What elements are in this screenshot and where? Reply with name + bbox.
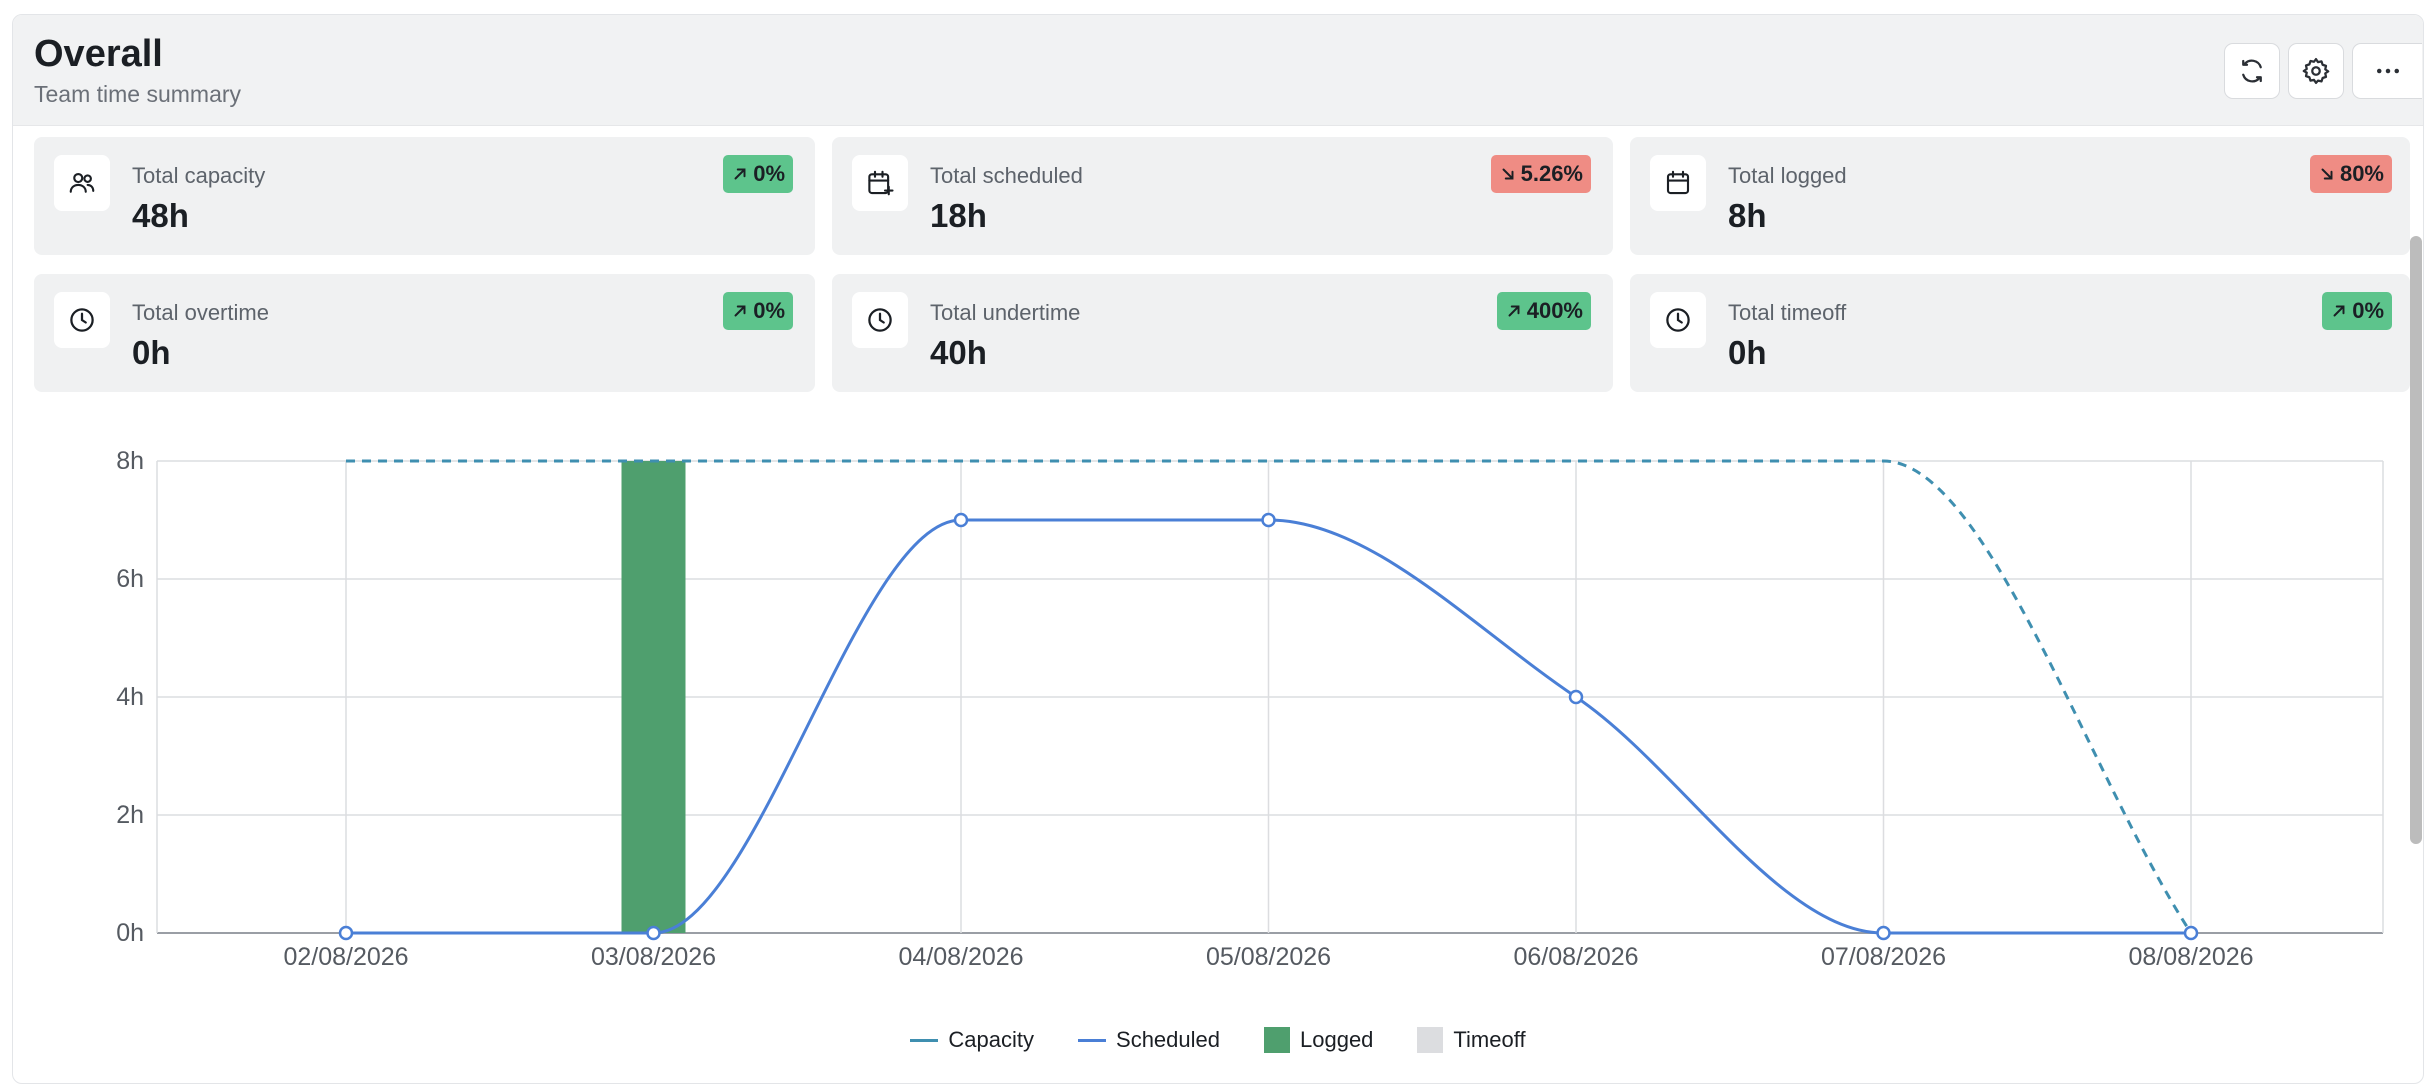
- more-icon: [2376, 68, 2399, 74]
- x-tick-label: 04/08/2026: [898, 943, 1023, 971]
- clock-icon: [1666, 308, 1690, 332]
- x-tick-label: 03/08/2026: [591, 943, 716, 971]
- capacity-line: [346, 459, 2193, 934]
- trend-badge: 0%: [2322, 292, 2392, 330]
- card-icon-box: [1650, 155, 1706, 211]
- more-button[interactable]: [2352, 43, 2422, 99]
- card-label: Total logged: [1728, 163, 1847, 188]
- y-tick-label: 2h: [116, 801, 144, 829]
- stat-card-timeoff: Total timeoff 0h 0%: [1630, 274, 2410, 392]
- refresh-button[interactable]: [2224, 43, 2280, 99]
- stat-card-undertime: Total undertime 40h 400%: [832, 274, 1613, 392]
- card-label: Total undertime: [930, 300, 1081, 325]
- y-tick-label: 8h: [116, 447, 144, 475]
- arrow-up-right-icon: [2333, 305, 2345, 317]
- page-subtitle: Team time summary: [34, 81, 242, 107]
- x-tick-label: 02/08/2026: [283, 943, 408, 971]
- clock-icon: [868, 308, 892, 332]
- settings-button[interactable]: [2288, 43, 2344, 99]
- arrow-down-right-icon: [2321, 168, 2333, 180]
- arrow-up-right-icon: [734, 168, 746, 180]
- trend-value: 400%: [1526, 298, 1583, 323]
- time-chart: 0h 2h 4h 6h 8h 02/08/2026 03/08/2026 04/08/2026…: [116, 447, 2384, 971]
- x-tick-label: 06/08/2026: [1513, 943, 1638, 971]
- legend-label: Timeoff: [1453, 1027, 1526, 1052]
- legend-label: Logged: [1300, 1027, 1374, 1052]
- arrow-up-right-icon: [1508, 305, 1520, 317]
- x-tick-label: 05/08/2026: [1206, 943, 1331, 971]
- card-icon-box: [54, 155, 110, 211]
- trend-value: 0%: [753, 161, 785, 186]
- card-icon-box: [852, 292, 908, 348]
- logged-swatch: [1264, 1027, 1290, 1053]
- card-value: 48h: [132, 197, 189, 234]
- trend-badge: 400%: [1496, 292, 1591, 330]
- arrow-up-right-icon: [734, 305, 746, 317]
- users-icon: [69, 172, 95, 193]
- timeoff-swatch: [1417, 1027, 1444, 1053]
- clock-icon: [70, 308, 94, 332]
- refresh-icon: [2242, 59, 2262, 83]
- arrow-down-right-icon: [1502, 168, 1514, 180]
- calendar-plus-icon: [868, 170, 894, 196]
- page-title: Overall: [34, 33, 163, 75]
- card-label: Total capacity: [132, 163, 266, 188]
- scheduled-line: [346, 518, 2191, 935]
- capacity-swatch: [910, 1038, 939, 1042]
- card-icon-box: [54, 292, 110, 348]
- card-label: Total overtime: [132, 300, 269, 325]
- scheduled-point: [646, 925, 661, 941]
- scheduled-swatch: [1078, 1038, 1107, 1042]
- stat-card-capacity: Total capacity 48h 0%: [34, 137, 815, 255]
- scheduled-point: [1261, 512, 1276, 528]
- card-label: Total timeoff: [1728, 300, 1847, 325]
- scheduled-point: [1876, 925, 1891, 941]
- trend-value: 0%: [2352, 298, 2384, 323]
- scheduled-point: [338, 925, 354, 941]
- trend-value: 80%: [2339, 161, 2384, 186]
- scheduled-point: [1568, 689, 1584, 705]
- stat-card-overtime: Total overtime 0h 0%: [34, 274, 815, 392]
- trend-value: 0%: [753, 298, 785, 323]
- legend-label: Capacity: [948, 1027, 1035, 1052]
- card-icon-box: [852, 155, 908, 211]
- legend-item-capacity[interactable]: Capacity: [910, 1027, 1034, 1053]
- card-value: 0h: [132, 334, 171, 371]
- card-value: 8h: [1728, 197, 1767, 234]
- card-label: Total scheduled: [930, 163, 1083, 188]
- calendar-icon: [1666, 170, 1690, 195]
- card-value: 0h: [1728, 334, 1767, 371]
- gear-icon: [2302, 58, 2330, 84]
- bar-logged: [621, 461, 686, 933]
- chart-legend: Capacity Scheduled Logged Timeoff: [13, 1027, 2423, 1053]
- panel-header: Overall Team time summary: [13, 15, 2423, 126]
- legend-label: Scheduled: [1116, 1027, 1220, 1052]
- card-value: 18h: [930, 197, 987, 234]
- scheduled-point: [953, 512, 969, 528]
- trend-badge: 0%: [723, 155, 793, 193]
- trend-badge: 5.26%: [1490, 155, 1591, 193]
- trend-value: 5.26%: [1520, 161, 1583, 186]
- y-tick-label: 0h: [116, 919, 144, 947]
- y-tick-label: 6h: [116, 565, 144, 593]
- overall-panel: Overall Team time summary: [12, 14, 2424, 1084]
- scheduled-point: [2183, 925, 2199, 941]
- scrollbar-thumb[interactable]: [2410, 236, 2422, 844]
- legend-item-scheduled[interactable]: Scheduled: [1078, 1027, 1220, 1053]
- stat-card-logged: Total logged 8h 80%: [1630, 137, 2410, 255]
- legend-item-logged[interactable]: Logged: [1264, 1027, 1373, 1053]
- trend-badge: 80%: [2309, 155, 2392, 193]
- x-tick-label: 08/08/2026: [2128, 943, 2253, 971]
- y-tick-label: 4h: [116, 683, 144, 711]
- stat-card-scheduled: Total scheduled 18h 5.26%: [832, 137, 1613, 255]
- legend-item-timeoff[interactable]: Timeoff: [1417, 1027, 1526, 1053]
- card-icon-box: [1650, 292, 1706, 348]
- card-value: 40h: [930, 334, 987, 371]
- trend-badge: 0%: [723, 292, 793, 330]
- x-tick-label: 07/08/2026: [1821, 943, 1946, 971]
